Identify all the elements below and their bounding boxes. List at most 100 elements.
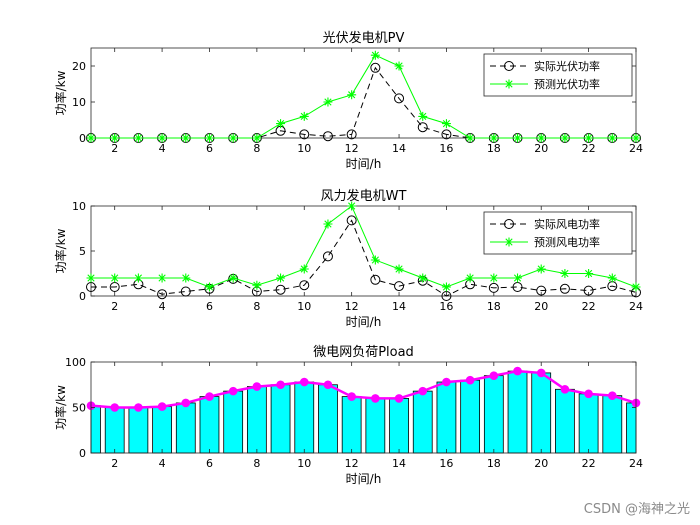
x-tick-label: 12	[345, 142, 359, 155]
watermark: CSDN @海神之光	[583, 502, 690, 517]
bar	[412, 390, 433, 454]
series-marker-star	[441, 119, 451, 129]
x-axis-label: 时间/h	[346, 315, 382, 329]
bar	[460, 379, 481, 454]
legend-marker-star	[504, 237, 514, 247]
bar	[270, 384, 291, 454]
bar	[483, 375, 504, 454]
series-marker-circle	[346, 215, 357, 226]
load-point	[394, 394, 404, 403]
y-axis-label: 功率/kw	[53, 70, 68, 115]
series-marker-star	[252, 133, 262, 143]
x-tick-label: 2	[111, 457, 118, 470]
chart-panel-3: 2 4 6 8 10 12 14 16 18 20 22 24050100微电网负荷Pload时间/h…	[53, 345, 643, 486]
load-point	[536, 368, 546, 378]
series-marker-star	[513, 133, 523, 143]
chart-panel-2: 2 4 6 8 10 12 14 16 18 20 22 240510风力发电机WT时间/h功率/kw…	[53, 188, 643, 329]
series-line-1	[91, 219, 637, 297]
x-tick-label: 4	[159, 300, 166, 313]
x-tick-label: 10	[297, 457, 311, 470]
series-marker-star	[465, 273, 475, 283]
legend-label-1: 实际光伏功率	[534, 59, 600, 73]
x-tick-label: 20	[534, 457, 548, 470]
legend-marker-star	[504, 79, 514, 89]
chart-title: 微电网负荷Pload	[313, 345, 414, 360]
series-marker-star	[418, 273, 428, 283]
load-point	[110, 403, 119, 412]
load-point	[134, 403, 143, 412]
bar	[318, 384, 338, 454]
x-tick-label: 14	[392, 300, 406, 313]
bar	[90, 405, 101, 454]
x-tick-label: 22	[582, 142, 596, 155]
load-point	[560, 385, 570, 394]
series-marker-star	[489, 273, 499, 283]
series-marker-circle	[559, 283, 570, 294]
series-marker-star	[228, 273, 238, 283]
load-point	[513, 366, 522, 376]
x-axis-label: 时间/h	[346, 157, 382, 171]
series-marker-circle	[441, 129, 452, 140]
bar	[436, 381, 457, 454]
legend-box	[483, 53, 633, 97]
series-marker-star	[204, 282, 214, 292]
y-tick-label: 100	[65, 356, 86, 369]
series-marker-star	[441, 282, 451, 292]
series-marker-circle	[370, 274, 381, 285]
series-marker-star	[584, 269, 594, 278]
series-marker-star	[418, 111, 428, 121]
series-marker-star	[110, 133, 120, 143]
series-marker-star	[323, 219, 333, 229]
chart-title: 风力发电机WT	[321, 188, 407, 204]
series-marker-circle	[394, 93, 405, 104]
x-tick-label: 4	[159, 142, 166, 155]
series-marker-circle	[322, 131, 333, 142]
x-tick-label: 14	[392, 142, 406, 155]
x-tick-label: 20	[534, 300, 548, 313]
series-marker-circle	[417, 122, 428, 133]
legend-label-1: 实际风电功率	[534, 217, 600, 231]
series-marker-star	[181, 273, 191, 283]
series-marker-star	[110, 273, 120, 283]
load-point	[276, 380, 285, 390]
bar	[128, 407, 149, 454]
series-marker-star	[204, 133, 214, 143]
series-marker-star	[560, 133, 570, 143]
legend-marker-circle	[504, 61, 514, 71]
series-marker-star	[370, 50, 380, 60]
series-marker-star	[560, 269, 570, 278]
series-marker-circle	[322, 251, 333, 262]
bar	[507, 370, 528, 454]
y-tick-label: 20	[72, 60, 86, 73]
series-marker-star	[157, 133, 167, 143]
bar	[578, 393, 599, 454]
series-marker-star	[370, 255, 380, 265]
series-marker-star	[86, 133, 96, 143]
load-point	[418, 386, 428, 396]
series-marker-star	[347, 90, 357, 100]
x-tick-label: 24	[629, 142, 643, 155]
series-marker-star	[252, 280, 262, 290]
load-point	[347, 392, 356, 401]
series-marker-star	[631, 133, 641, 143]
load-point	[371, 394, 380, 403]
bar	[365, 397, 386, 454]
series-marker-star	[536, 264, 546, 274]
bar	[246, 386, 267, 454]
legend-label-2: 预测风电功率	[534, 235, 600, 249]
x-tick-label: 16	[439, 300, 453, 313]
series-marker-star	[276, 273, 286, 283]
legend-marker-circle	[504, 219, 514, 229]
x-tick-label: 12	[345, 300, 359, 313]
y-tick-label: 10	[72, 96, 86, 109]
x-tick-label: 22	[582, 300, 596, 313]
series-marker-star	[465, 133, 475, 143]
x-tick-label: 24	[629, 300, 643, 313]
x-axis-label: 时间/h	[346, 472, 382, 486]
series-marker-circle	[299, 129, 310, 140]
x-tick-label: 24	[629, 457, 643, 470]
bar	[152, 406, 172, 454]
series-marker-circle	[180, 286, 191, 297]
y-tick-label: 0	[79, 132, 86, 145]
